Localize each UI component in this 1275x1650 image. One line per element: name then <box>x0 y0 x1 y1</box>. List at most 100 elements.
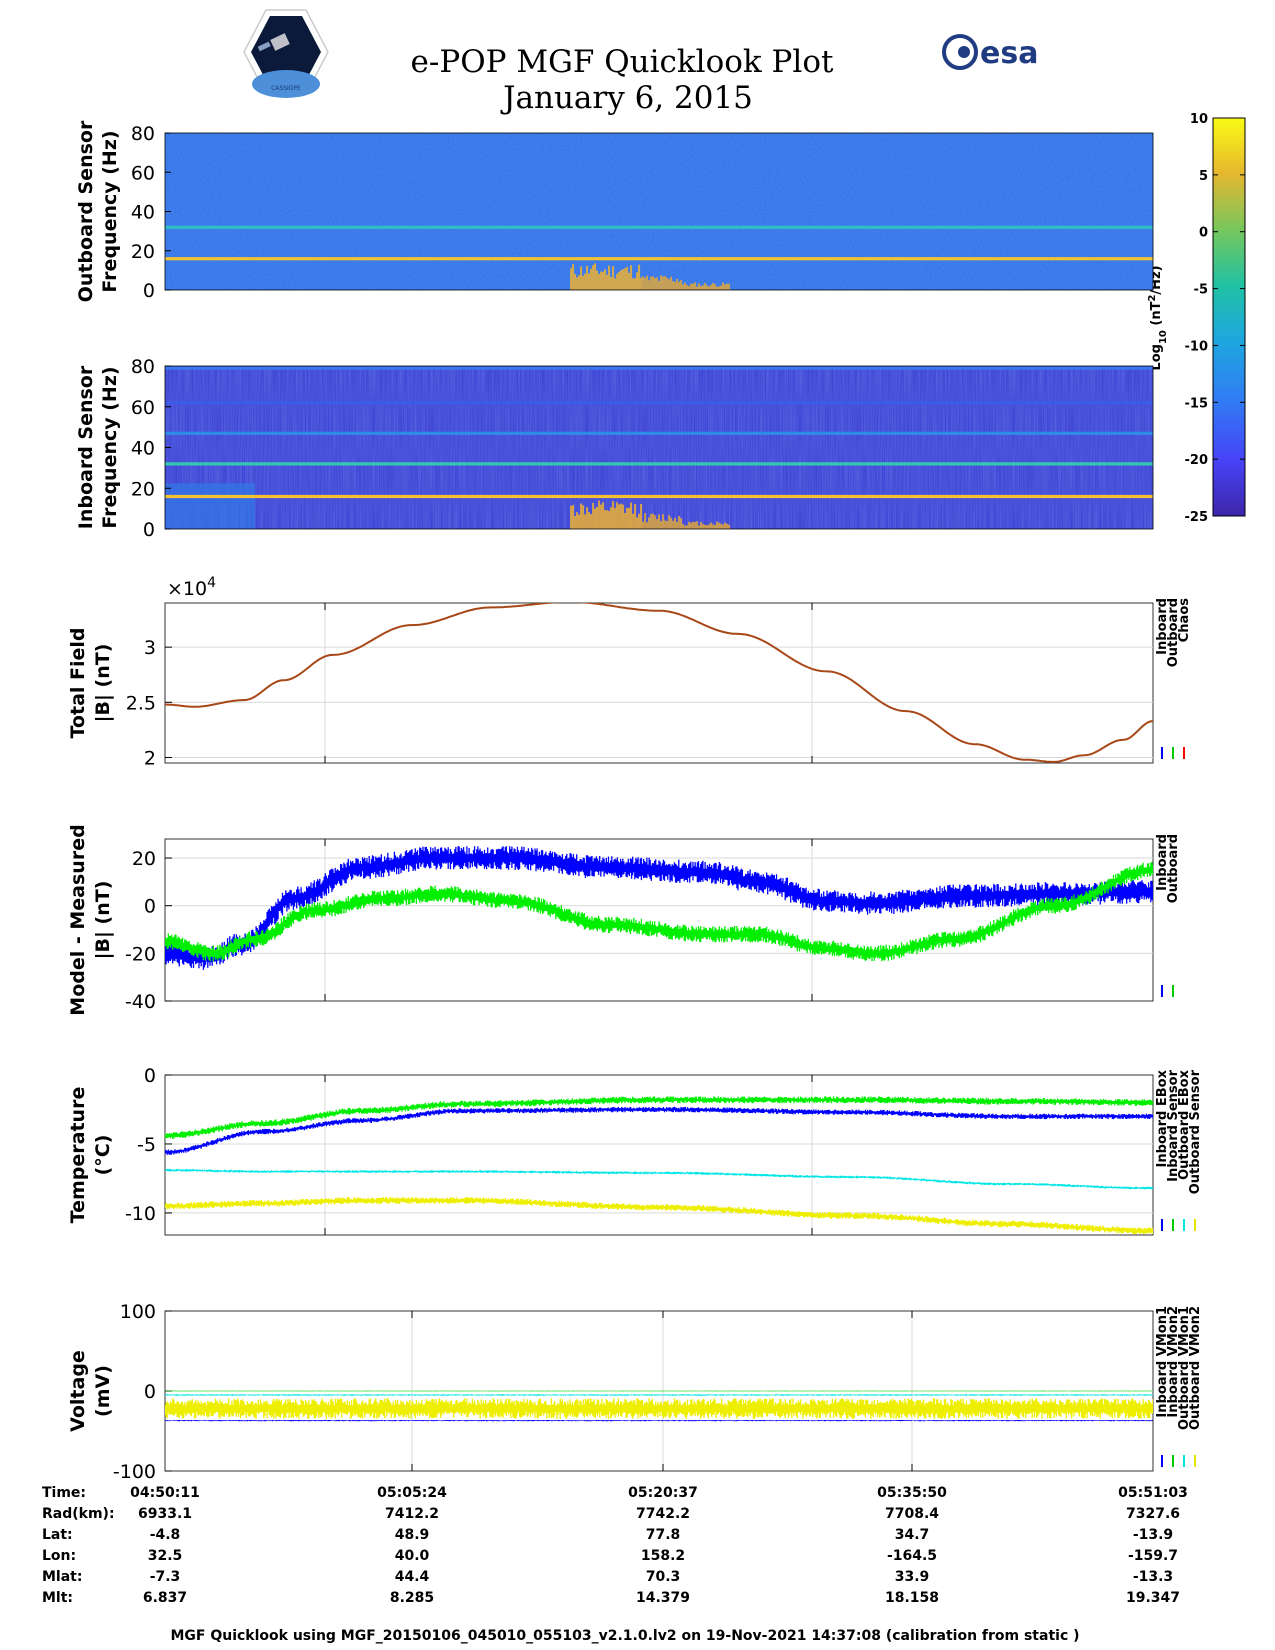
burst-bar <box>644 277 647 290</box>
burst-bar <box>714 284 717 290</box>
burst-bar <box>594 508 597 529</box>
burst-bar <box>588 273 591 290</box>
burst-bar <box>688 521 691 529</box>
table-row-label: Time: <box>42 1485 86 1501</box>
burst-bar <box>620 270 623 290</box>
colorbar-tick-label: -20 <box>1185 453 1209 468</box>
colorbar-tick-label: -25 <box>1185 510 1209 525</box>
burst-bar <box>576 277 579 290</box>
spectrogram-ytick-label: 40 <box>131 438 155 460</box>
table-cell: 6933.1 <box>138 1506 192 1522</box>
burst-bar <box>702 285 705 290</box>
burst-bar <box>608 510 611 529</box>
burst-bar <box>614 278 617 290</box>
plot-title: e-POP MGF Quicklook Plot <box>411 44 834 80</box>
legend-label: Inboard <box>1155 834 1170 891</box>
spectral-line-47hz <box>165 431 1153 435</box>
table-cell: 32.5 <box>148 1548 183 1564</box>
spectrogram-body <box>165 133 1153 290</box>
burst-bar <box>590 514 593 529</box>
burst-bar <box>652 276 655 290</box>
burst-bar <box>658 514 661 529</box>
legend-label: Outboard <box>1166 834 1181 903</box>
burst-bar <box>580 266 583 290</box>
satellite-icon <box>270 33 290 51</box>
burst-bar <box>662 514 665 529</box>
spectral-line-62hz <box>165 401 1153 405</box>
burst-bar <box>650 276 653 290</box>
burst-bar <box>686 525 689 529</box>
table-cell: -13.3 <box>1133 1569 1173 1585</box>
table-cell: 05:05:24 <box>377 1485 447 1501</box>
burst-bar <box>714 524 717 529</box>
table-cell: 34.7 <box>895 1527 930 1543</box>
table-row-label: Rad(km): <box>42 1506 115 1522</box>
burst-bar <box>694 282 697 290</box>
panel-data <box>165 1390 1153 1422</box>
burst-bar <box>688 286 691 290</box>
burst-bar <box>574 274 577 290</box>
burst-bar <box>626 507 629 529</box>
burst-bar <box>710 522 713 529</box>
burst-bar <box>606 274 609 290</box>
table-cell: 05:51:03 <box>1118 1485 1188 1501</box>
burst-bar <box>682 523 685 529</box>
burst-bar <box>622 504 625 529</box>
burst-bar <box>666 521 669 529</box>
table-cell: 04:50:11 <box>130 1485 200 1501</box>
burst-bar <box>718 522 721 529</box>
burst-bar <box>606 510 609 529</box>
burst-bar <box>586 265 589 290</box>
burst-bar <box>570 268 573 290</box>
spectrogram-ytick-label: 80 <box>131 123 155 145</box>
burst-bar <box>638 264 641 290</box>
burst-bar <box>720 285 723 290</box>
mission-logo-text: CASSIOPE <box>271 85 301 92</box>
series-band-outboard-vmon2 <box>165 1398 1153 1419</box>
spectrogram-noise <box>165 366 1153 529</box>
ytick-label: -20 <box>125 943 156 965</box>
series-band-inboard <box>165 846 1153 970</box>
burst-bar <box>656 518 659 529</box>
burst-bar <box>616 502 619 529</box>
burst-bar <box>668 515 671 529</box>
burst-bar <box>634 277 637 290</box>
esa-logo-text: esa <box>980 36 1038 71</box>
burst-bar <box>638 513 641 529</box>
burst-bar <box>628 272 631 290</box>
ytick-label: -40 <box>125 991 156 1013</box>
burst-bar <box>658 280 661 290</box>
burst-bar <box>708 286 711 290</box>
table-cell: 7742.2 <box>636 1506 690 1522</box>
solar-panel-icon <box>257 41 271 52</box>
burst-bar <box>676 521 679 529</box>
colorbar-scale <box>1212 117 1246 517</box>
esa-logo: esa <box>942 34 1038 71</box>
series-band-outboard-ebox <box>165 1096 1153 1139</box>
burst-bar <box>690 283 693 290</box>
burst-bar <box>648 280 651 290</box>
table-cell: 19.347 <box>1126 1590 1180 1606</box>
temperature-panel: 0 -5 -10 Temperature (°C) Inboard EBoxInboard… <box>67 1065 1203 1236</box>
burst-bar <box>720 523 723 529</box>
burst-bar <box>586 507 589 529</box>
panel-ylabel: Temperature <box>67 1087 89 1224</box>
footer-caption: MGF Quicklook using MGF_20150106_045010_… <box>170 1628 1079 1644</box>
ytick-label: 2.5 <box>126 692 156 714</box>
panel-ylabel: |B| (nT) <box>92 881 114 960</box>
colorbar-tick-label: 10 <box>1190 112 1208 127</box>
burst-bar <box>666 277 669 290</box>
burst-bar <box>728 524 731 529</box>
burst-bar <box>644 513 647 529</box>
burst-bar <box>576 512 579 529</box>
burst-bar <box>692 521 695 529</box>
colorbar-label: Log10 (nT2/Hz) <box>1147 265 1169 370</box>
burst-bar <box>722 524 725 529</box>
burst-bar <box>678 281 681 290</box>
spectrogram-noise <box>165 133 1153 290</box>
panel-data <box>165 846 1153 970</box>
burst-bar <box>650 513 653 529</box>
burst-bar <box>580 503 583 529</box>
burst-bar <box>610 507 613 529</box>
burst-bar <box>626 266 629 290</box>
